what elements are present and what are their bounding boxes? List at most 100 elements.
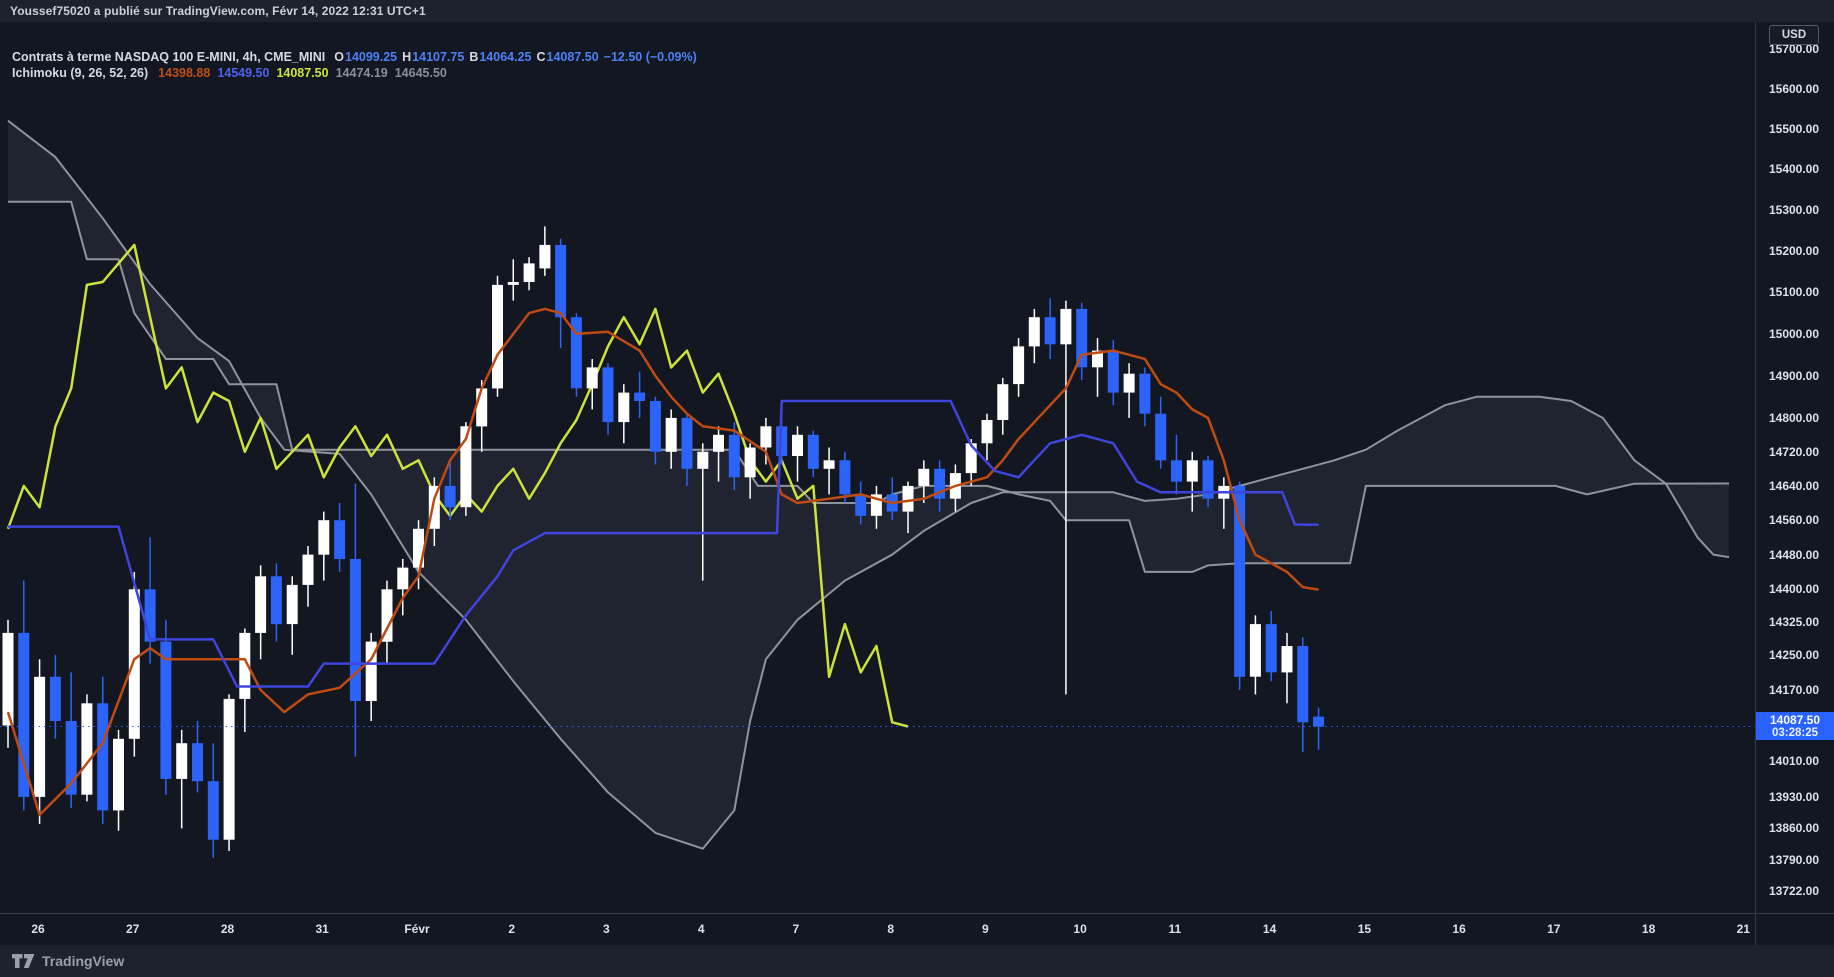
price-tick-label: 13790.00 (1768, 853, 1820, 868)
candle-body (1013, 346, 1025, 385)
time-tick-label: 10 (1073, 922, 1087, 936)
price-tick-label: 15100.00 (1768, 285, 1820, 300)
time-tick-label: Févr (404, 922, 430, 936)
indicator-value-tenkan: 14398.88 (158, 66, 211, 80)
candle-body (776, 426, 788, 456)
price-tick-label: 15600.00 (1768, 81, 1820, 96)
ohlc-high: H14107.75 (402, 50, 465, 64)
candle-body (1139, 373, 1151, 414)
candle-body (1313, 716, 1325, 727)
candle-body (934, 468, 946, 499)
time-tick-label: 16 (1452, 922, 1466, 936)
candle-body (444, 485, 456, 508)
candle-body (65, 721, 77, 795)
senkou-span-a-line (7, 119, 1730, 850)
brand-name[interactable]: TradingView (42, 953, 125, 969)
publish-info: Youssef75020 a publié sur TradingView.co… (10, 4, 426, 18)
chikou-span-line (6, 243, 909, 728)
price-axis[interactable]: USD 14087.50 03:28:25 15700.00 15600.00 15… (1755, 22, 1834, 913)
candle-body (460, 426, 472, 508)
indicator-value-kijun: 14549.50 (217, 66, 270, 80)
time-tick-label: 14 (1262, 922, 1277, 936)
time-tick-label: 15 (1357, 922, 1372, 936)
indicator-value-senkou-b: 14645.50 (394, 66, 447, 80)
candles-group (2, 226, 1325, 858)
candle-body (302, 554, 314, 585)
candle-body (902, 485, 914, 512)
candle-body (507, 282, 519, 285)
time-tick-label: 11 (1168, 922, 1182, 936)
candle-body (428, 485, 440, 529)
last-price-label: 14087.50 03:28:25 (1756, 712, 1834, 740)
candle-body (18, 632, 30, 797)
ohlc-close: C14087.50 (536, 50, 599, 64)
candle-body (1171, 460, 1182, 482)
time-tick-label: 31 (315, 922, 329, 936)
price-chart-canvas[interactable] (0, 22, 1755, 913)
time-tick-label: 21 (1736, 922, 1750, 936)
candle-body (1044, 317, 1056, 345)
time-tick-label: 7 (792, 922, 800, 936)
symbol-row: Contrats à terme NASDAQ 100 E-MINI, 4h, … (12, 49, 697, 65)
price-tick-label: 14640.00 (1768, 478, 1820, 493)
price-tick-label: 15000.00 (1768, 326, 1820, 341)
time-tick-label: 8 (887, 922, 895, 936)
candle-body (49, 676, 61, 721)
price-tick-label: 14010.00 (1768, 754, 1820, 769)
ichimoku-cloud (8, 120, 1730, 849)
candle-body (334, 520, 346, 559)
candle-body (97, 703, 109, 811)
currency-badge[interactable]: USD (1769, 25, 1819, 45)
candle-body (34, 676, 46, 797)
candle-body (1265, 624, 1277, 673)
price-tick-label: 14325.00 (1768, 615, 1820, 629)
candle-body (1028, 317, 1040, 347)
chart-area[interactable]: Contrats à terme NASDAQ 100 E-MINI, 4h, … (0, 22, 1755, 913)
candle-body (1123, 373, 1135, 393)
tenkan-sen-line (6, 307, 1319, 817)
candle-body (365, 641, 377, 701)
bar-countdown: 03:28:25 (1771, 727, 1819, 739)
time-axis[interactable]: 26 27 28 31 Févr 2 3 4 7 8 9 10 11 14 15 16 17 18 21 (0, 913, 1834, 946)
price-tick-label: 14250.00 (1768, 647, 1820, 662)
candle-body (713, 434, 724, 452)
chart-legend: Contrats à terme NASDAQ 100 E-MINI, 4h, … (12, 49, 697, 81)
candle-body (1092, 350, 1103, 368)
candle-body (349, 558, 361, 701)
candle-body (649, 401, 661, 452)
candle-body (539, 244, 551, 269)
candle-body (602, 367, 614, 423)
candle-body (381, 589, 393, 642)
price-tick-label: 15200.00 (1768, 244, 1820, 258)
footer-bar: TradingView (0, 945, 1834, 977)
time-tick-label: 28 (220, 922, 235, 936)
price-tick-label: 13930.00 (1768, 789, 1820, 804)
candle-body (1297, 646, 1309, 723)
candle-body (255, 576, 267, 633)
price-tick-label: 14170.00 (1768, 683, 1820, 697)
price-tick-label: 13860.00 (1768, 821, 1820, 836)
candle-body (823, 460, 835, 469)
price-tick-label: 14480.00 (1768, 547, 1820, 562)
price-tick-label: 15400.00 (1768, 162, 1820, 177)
candle-body (223, 698, 235, 840)
candle-body (1107, 350, 1119, 393)
price-tick-label: 14800.00 (1768, 410, 1820, 425)
candle-body (634, 392, 646, 401)
candle-body (128, 589, 140, 739)
candle-body (397, 567, 409, 590)
indicator-title[interactable]: Ichimoku (9, 26, 52, 26) (12, 66, 149, 80)
candle-body (997, 384, 1009, 420)
candle-body (160, 641, 172, 779)
candle-body (239, 632, 251, 699)
symbol-title[interactable]: Contrats à terme NASDAQ 100 E-MINI, 4h, … (12, 50, 326, 64)
candle-body (744, 447, 756, 478)
indicator-value-senkou-a: 14474.19 (335, 66, 388, 80)
ohlc-open: O14099.25 (334, 50, 398, 64)
time-tick-label: 18 (1641, 922, 1656, 936)
price-tick-label: 14400.00 (1768, 582, 1820, 597)
tradingview-logo-icon[interactable] (12, 954, 35, 968)
candle-body (1249, 624, 1261, 677)
price-tick-label: 15500.00 (1768, 121, 1820, 136)
